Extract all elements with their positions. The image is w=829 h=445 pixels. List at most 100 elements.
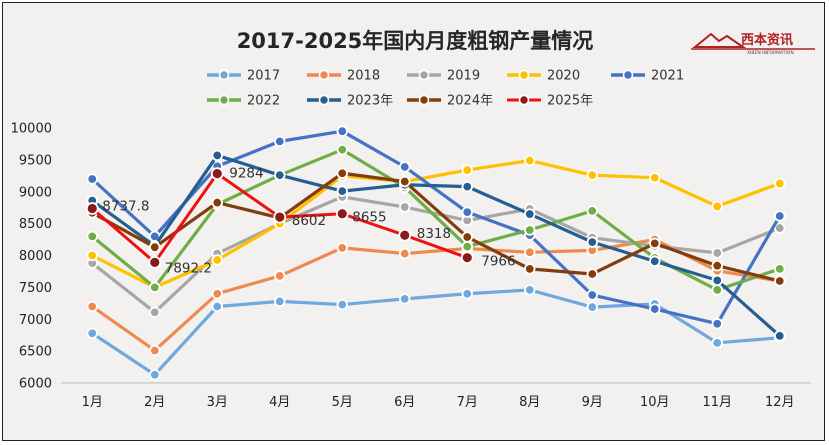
legend-marker [318, 94, 330, 106]
data-label: 7892.2 [165, 260, 212, 276]
x-tick-label: 1月 [82, 395, 103, 410]
data-point [774, 177, 786, 190]
data-point [711, 247, 723, 259]
logo: 西本资讯 XIBEN INFORMATION [691, 32, 815, 56]
data-point [398, 228, 412, 242]
data-point [336, 242, 348, 254]
data-point [649, 303, 661, 315]
data-point [149, 344, 161, 357]
data-point [336, 167, 348, 179]
data-point [274, 270, 286, 282]
legend-marker [218, 69, 230, 81]
y-axis: 6000 6500 7000 7500 8000 8500 9000 9500 10000 [11, 122, 52, 392]
data-point [399, 201, 411, 213]
data-point [774, 222, 786, 234]
x-tick-label: 5月 [332, 395, 353, 410]
x-tick-label: 3月 [207, 395, 228, 410]
data-point [336, 125, 348, 137]
data-point [335, 207, 349, 221]
data-point [524, 246, 536, 259]
legend-label: 2022 [247, 94, 280, 109]
data-point [586, 236, 598, 248]
data-point [524, 224, 536, 236]
data-point [649, 255, 661, 267]
data-point [586, 205, 598, 217]
data-point [149, 241, 161, 253]
series-2025 [85, 167, 474, 269]
data-point [461, 288, 473, 300]
y-tick-label: 8000 [19, 249, 52, 264]
data-point [399, 247, 411, 260]
data-point [711, 318, 723, 330]
data-label: 7966 [481, 254, 515, 270]
logo-mountain-icon [692, 32, 747, 48]
x-axis: 1月 2月 3月 4月 5月 6月 7月 8月 9月 10月 11月 12月 [61, 382, 811, 410]
series-line [91, 158, 781, 289]
legend-label: 2023年 [347, 94, 393, 109]
data-point [649, 237, 661, 250]
data-point [586, 301, 598, 313]
data-point [85, 202, 99, 215]
data-point [774, 275, 786, 287]
logo-name: 西本资讯 [741, 32, 793, 48]
data-point [711, 260, 723, 272]
y-tick-label: 7500 [19, 281, 52, 296]
data-point [210, 167, 224, 181]
legend-label: 2025年 [547, 94, 593, 109]
legend-marker [622, 69, 634, 81]
legend-marker [518, 94, 530, 106]
data-point [211, 254, 223, 266]
legend-item: 2024年 [407, 94, 493, 109]
legend-item: 2018 [307, 69, 380, 84]
legend-label: 2018 [347, 69, 380, 84]
legend-item: 2025年 [507, 94, 593, 109]
y-tick-label: 8500 [19, 217, 52, 232]
data-point [649, 172, 661, 184]
y-tick-label: 6000 [19, 377, 52, 392]
legend-marker [318, 69, 330, 81]
legend-marker [418, 94, 430, 106]
data-point [711, 284, 723, 296]
data-point [461, 164, 473, 176]
data-label: 9284 [229, 166, 263, 182]
data-label: 8737.8 [102, 198, 149, 214]
legend-item: 2017 [207, 69, 280, 84]
y-tick-label: 9000 [19, 185, 52, 200]
data-point [274, 169, 286, 181]
data-point [524, 154, 536, 167]
series-lines [85, 125, 786, 381]
series-2020 [86, 154, 786, 294]
series-2017 [86, 284, 786, 381]
data-point [86, 230, 98, 243]
data-point [336, 298, 348, 311]
data-point [274, 295, 286, 308]
data-point [149, 306, 161, 318]
data-labels: 8737.8 7892.2 9284 8602 8655 8318 7966 [102, 166, 515, 277]
x-tick-label: 10月 [640, 395, 670, 410]
data-point [586, 268, 598, 280]
legend-label: 2021 [651, 69, 684, 84]
legend-item: 2020 [507, 69, 580, 84]
legend-marker [518, 69, 530, 81]
x-tick-label: 2月 [144, 395, 165, 410]
legend-label: 2019 [447, 69, 480, 84]
chart-frame: 2017-2025年国内月度粗钢产量情况 西本资讯 XIBEN INFORMAT… [2, 2, 825, 441]
data-point [461, 180, 473, 193]
data-point [148, 255, 162, 269]
legend-marker [418, 69, 430, 81]
data-point [86, 327, 98, 339]
legend-item: 2019 [407, 69, 480, 84]
x-tick-label: 4月 [269, 395, 290, 410]
data-point [149, 281, 161, 294]
y-tick-label: 7000 [19, 313, 52, 328]
x-tick-label: 12月 [765, 395, 795, 410]
chart-title: 2017-2025年国内月度粗钢产量情况 [237, 29, 594, 53]
data-point [711, 337, 723, 349]
data-label: 8318 [417, 226, 451, 242]
data-point [524, 208, 536, 220]
logo-subtitle: XIBEN INFORMATION [747, 50, 794, 56]
y-tick-label: 6500 [19, 345, 52, 360]
data-point [336, 185, 348, 197]
data-point [86, 300, 98, 313]
data-point [336, 143, 348, 156]
